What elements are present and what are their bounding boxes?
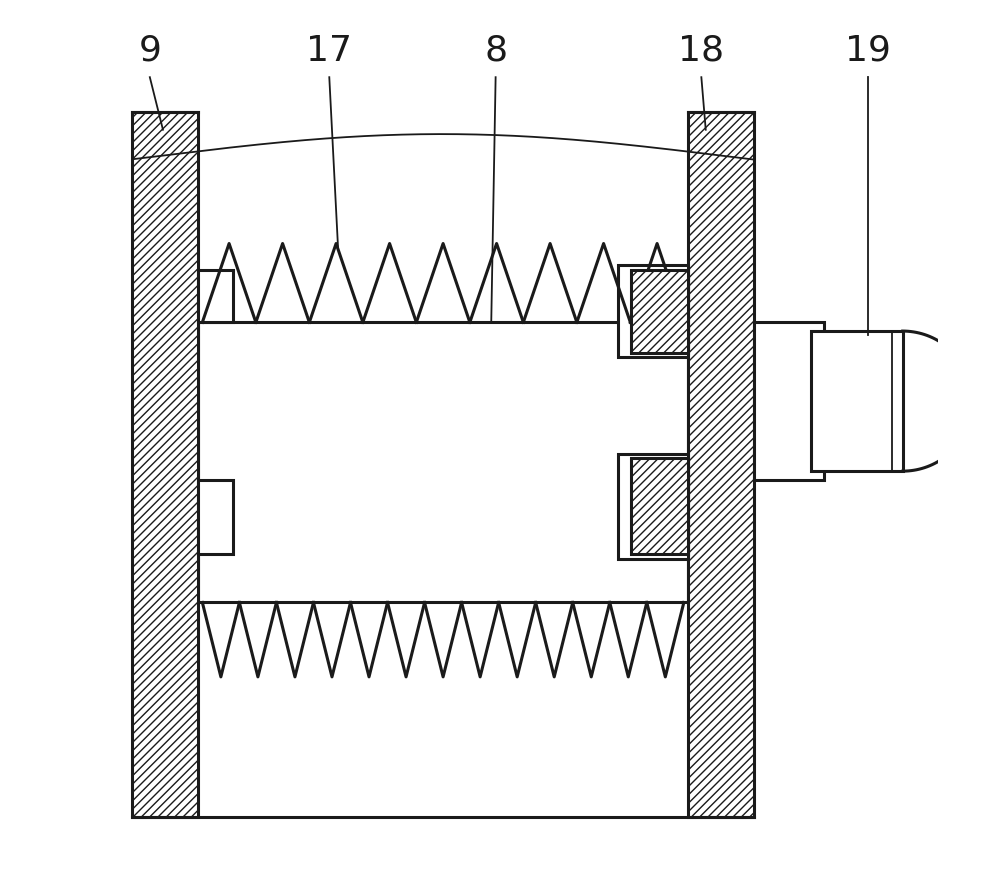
Bar bbox=[132, 112, 198, 817]
Bar bbox=[198, 270, 233, 322]
Text: 9: 9 bbox=[138, 34, 161, 68]
Bar bbox=[198, 480, 233, 554]
Bar bbox=[618, 265, 688, 358]
Bar bbox=[631, 270, 688, 353]
Bar bbox=[618, 454, 688, 559]
Text: 18: 18 bbox=[678, 34, 724, 68]
Text: 17: 17 bbox=[306, 34, 352, 68]
Bar bbox=[754, 322, 824, 480]
Text: 8: 8 bbox=[484, 34, 507, 68]
Bar bbox=[688, 112, 754, 817]
Text: 19: 19 bbox=[845, 34, 891, 68]
Bar bbox=[811, 331, 903, 471]
Bar bbox=[198, 322, 688, 603]
Bar bbox=[631, 458, 688, 554]
